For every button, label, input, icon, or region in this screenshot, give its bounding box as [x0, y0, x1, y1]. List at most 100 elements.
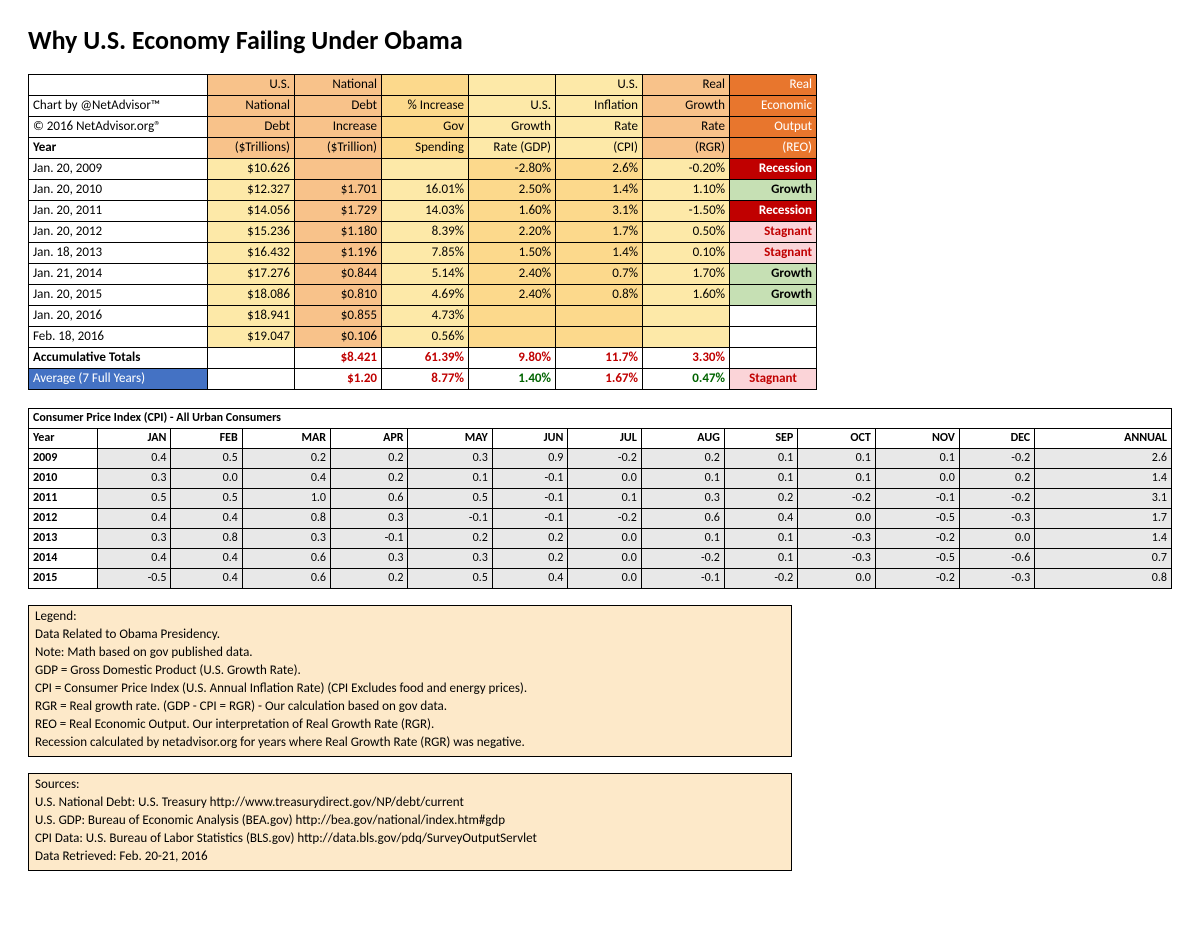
cpi-value-cell: 0.4 [724, 509, 797, 529]
main-economic-table: U.S.NationalU.S.RealRealChart by @NetAdv… [28, 74, 817, 390]
main-data-cell: Growth [730, 264, 817, 285]
main-data-cell: $12.327 [208, 180, 295, 201]
main-data-cell: 1.4% [556, 243, 643, 264]
cpi-value-cell: 0.5 [171, 489, 242, 509]
cpi-value-cell: 0.1 [724, 469, 797, 489]
main-data-cell: 4.73% [382, 306, 469, 327]
main-data-cell: 0.50% [643, 222, 730, 243]
cpi-value-cell: 0.4 [98, 449, 171, 469]
main-header-cell [382, 75, 469, 96]
cpi-value-cell: -0.2 [875, 529, 959, 549]
main-header-cell: % Increase [382, 96, 469, 117]
main-header-cell: National [208, 96, 295, 117]
main-header-cell: Growth [643, 96, 730, 117]
cpi-value-cell: 0.3 [408, 549, 492, 569]
main-data-cell: Feb. 18, 2016 [29, 327, 208, 348]
main-data-cell [469, 306, 556, 327]
note-line: RGR = Real growth rate. (GDP - CPI = RGR… [35, 698, 785, 716]
cpi-value-cell: 0.0 [568, 549, 641, 569]
main-data-cell: Jan. 20, 2009 [29, 159, 208, 180]
sources-box: Sources:U.S. National Debt: U.S. Treasur… [28, 773, 792, 871]
cpi-year-cell: 2015 [29, 569, 98, 589]
cpi-year-cell: 2012 [29, 509, 98, 529]
cpi-year-cell: 2013 [29, 529, 98, 549]
totals-cell [730, 348, 817, 369]
main-header-cell [469, 75, 556, 96]
cpi-value-cell: 0.8 [171, 529, 242, 549]
average-cell [208, 369, 295, 390]
cpi-value-cell: 0.5 [98, 489, 171, 509]
cpi-month-header: MAY [408, 429, 492, 449]
cpi-year-cell: 2014 [29, 549, 98, 569]
cpi-value-cell: 0.4 [171, 569, 242, 589]
cpi-value-cell: -0.3 [959, 569, 1034, 589]
main-header-cell: Spending [382, 138, 469, 159]
cpi-value-cell: 3.1 [1035, 489, 1172, 509]
main-data-cell [556, 306, 643, 327]
main-data-cell: 2.20% [469, 222, 556, 243]
cpi-value-cell: 0.0 [798, 509, 876, 529]
cpi-value-cell: 0.3 [331, 549, 408, 569]
main-header-cell: Rate [643, 117, 730, 138]
cpi-value-cell: 0.2 [331, 469, 408, 489]
totals-cell: $8.421 [295, 348, 382, 369]
main-data-cell: Jan. 20, 2015 [29, 285, 208, 306]
main-data-cell: $1.729 [295, 201, 382, 222]
main-header-cell: Growth [469, 117, 556, 138]
main-data-cell: $18.941 [208, 306, 295, 327]
main-data-cell: Jan. 20, 2011 [29, 201, 208, 222]
cpi-value-cell: 0.7 [1035, 549, 1172, 569]
cpi-value-cell: -0.2 [959, 449, 1034, 469]
main-data-cell: Jan. 20, 2016 [29, 306, 208, 327]
page-title: Why U.S. Economy Failing Under Obama [28, 24, 1172, 56]
average-cell: 0.47% [643, 369, 730, 390]
main-data-cell: 7.85% [382, 243, 469, 264]
cpi-value-cell: 0.1 [568, 489, 641, 509]
cpi-value-cell: 0.1 [875, 449, 959, 469]
note-line: U.S. GDP: Bureau of Economic Analysis (B… [35, 812, 785, 830]
main-data-cell: $18.086 [208, 285, 295, 306]
main-header-cell: ($Trillion) [295, 138, 382, 159]
cpi-value-cell: 1.7 [1035, 509, 1172, 529]
main-header-cell: Economic [730, 96, 817, 117]
cpi-value-cell: 0.4 [98, 509, 171, 529]
main-header-cell: © 2016 NetAdvisor.org® [29, 117, 208, 138]
cpi-value-cell: 0.6 [242, 549, 330, 569]
cpi-value-cell: 0.1 [724, 449, 797, 469]
note-line: REO = Real Economic Output. Our interpre… [35, 716, 785, 734]
cpi-value-cell: 0.3 [408, 449, 492, 469]
cpi-value-cell: 0.2 [331, 569, 408, 589]
main-header-cell: (REO) [730, 138, 817, 159]
cpi-value-cell: 0.1 [724, 549, 797, 569]
main-data-cell: 0.7% [556, 264, 643, 285]
main-header-cell: Debt [208, 117, 295, 138]
totals-cell: 9.80% [469, 348, 556, 369]
main-data-cell: $0.810 [295, 285, 382, 306]
main-header-cell: U.S. [469, 96, 556, 117]
cpi-value-cell: 0.2 [641, 449, 724, 469]
main-data-cell: $1.701 [295, 180, 382, 201]
note-line: Data Related to Obama Presidency. [35, 626, 785, 644]
cpi-title: Consumer Price Index (CPI) - All Urban C… [29, 409, 1172, 429]
main-data-cell: 8.39% [382, 222, 469, 243]
average-cell: Average (7 Full Years) [29, 369, 208, 390]
note-line: Sources: [35, 776, 785, 794]
cpi-value-cell: 0.0 [798, 569, 876, 589]
cpi-value-cell: -0.2 [798, 489, 876, 509]
cpi-value-cell: 0.3 [641, 489, 724, 509]
main-data-cell: $0.844 [295, 264, 382, 285]
main-data-cell: 2.40% [469, 264, 556, 285]
main-data-cell [643, 327, 730, 348]
main-data-cell [382, 159, 469, 180]
cpi-value-cell: 0.1 [724, 529, 797, 549]
main-data-cell: Jan. 18, 2013 [29, 243, 208, 264]
cpi-value-cell: 0.4 [242, 469, 330, 489]
main-header-cell: U.S. [556, 75, 643, 96]
main-data-cell: $16.432 [208, 243, 295, 264]
main-data-cell: 0.8% [556, 285, 643, 306]
cpi-value-cell: 0.5 [171, 449, 242, 469]
cpi-value-cell: -0.1 [331, 529, 408, 549]
main-data-cell: Growth [730, 285, 817, 306]
main-header-cell [29, 75, 208, 96]
main-data-cell: Jan. 20, 2010 [29, 180, 208, 201]
